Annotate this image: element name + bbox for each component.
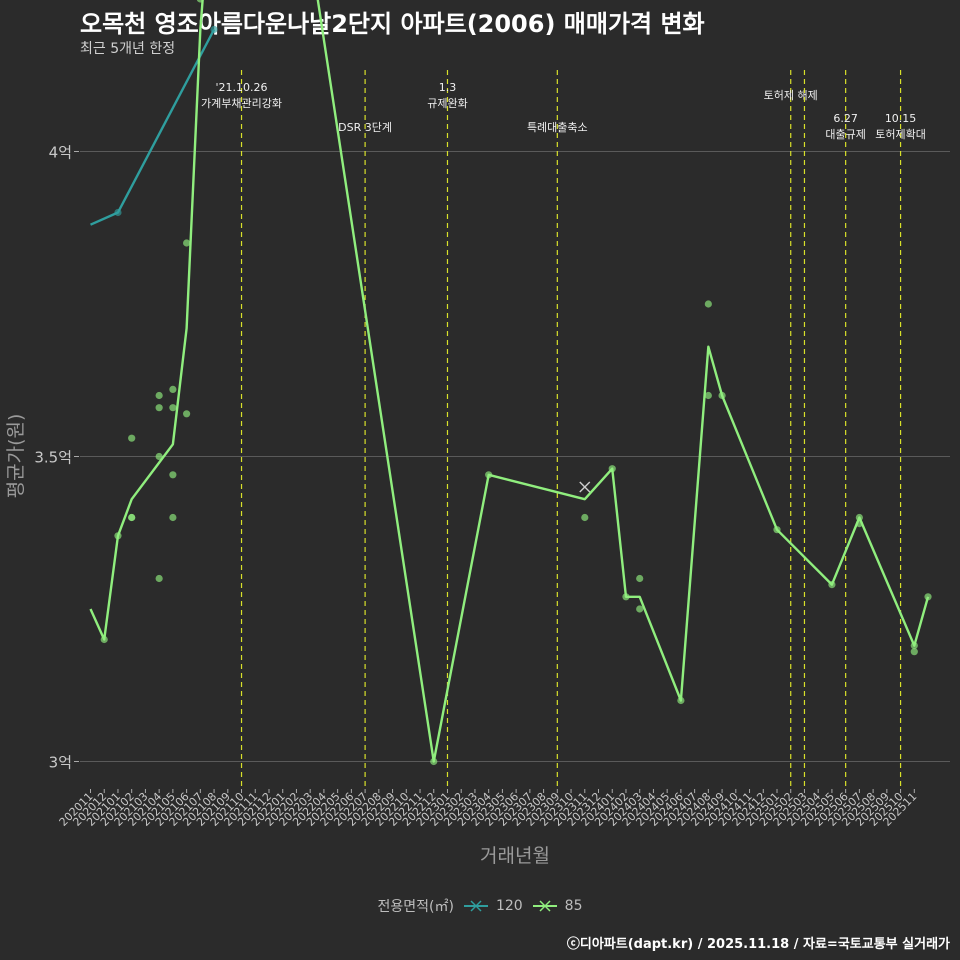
point-85 [155,404,163,412]
point-85 [155,452,163,461]
point-85 [183,410,191,418]
legend-title: 전용면적(㎡) [377,899,454,915]
data-points [100,0,932,766]
point-85 [155,574,163,583]
point-85 [622,593,630,601]
chart-title: 오목천 영조아름다운나날2단지 아파트(2006) 매매가격 변화 [80,10,705,38]
legend-key-120-icon [463,900,488,912]
point-85 [855,513,863,522]
legend-item-120: 120 [462,898,523,914]
series-line-85 [89,0,930,763]
point-85 [114,532,122,540]
event-label: 특례대출축소 [527,121,588,134]
point-85 [169,471,177,479]
point-85 [128,513,136,522]
event-label: DSR 3단계 [338,121,392,134]
point-85 [704,391,712,400]
cross-point-85 [579,481,591,493]
event-label: '21.10.26 [216,81,268,94]
y-tick-label: 3.5억 [34,449,72,467]
event-label: 토허제 해제 [764,88,818,102]
grid-lines [80,151,950,762]
point-85 [924,593,932,601]
point-85 [485,471,493,479]
source-caption: ⓒ디아파트(dapt.kr) / 2025.11.18 / 자료=국토교통부 실… [566,937,950,952]
y-axis: 3억3.5억4억4.5억5억 [34,144,79,772]
legend-key-85-icon [532,900,557,912]
point-85 [910,648,918,656]
event-label: 대출규제 [825,128,865,141]
point-85 [855,520,863,528]
point-85 [169,385,177,393]
point-85 [910,642,918,650]
event-label: 가계부채관리강화 [201,97,282,110]
event-label: 6.27 [833,112,858,125]
event-label: 10.15 [885,112,917,125]
point-85 [430,757,438,766]
event-label: 규제완화 [427,97,467,110]
point-85 [100,635,108,644]
point-85 [196,0,204,3]
point-85 [183,239,191,247]
point-85 [608,465,616,473]
point-85 [169,404,177,412]
point-85 [828,581,836,589]
point-120 [114,208,122,217]
point-85 [169,513,177,522]
point-85 [704,300,712,308]
y-axis-title: 평균가(원) [5,414,27,499]
point-85 [636,574,644,583]
point-85 [718,391,726,400]
point-85 [677,696,685,705]
legend-label-85: 85 [564,898,583,914]
x-axis: 2020112020122021012021022021032021042021… [57,789,919,829]
point-85 [636,605,644,613]
legend-label-120: 120 [495,898,523,914]
x-axis-title: 거래년월 [480,845,550,867]
legend-item-85: 85 [531,898,583,914]
point-120 [210,25,218,34]
event-label: 토허제확대 [875,128,926,141]
y-tick-label: 3억 [49,754,72,772]
y-tick-label: 4억 [49,144,72,162]
point-85 [773,526,781,534]
series-lines [89,0,930,763]
point-85 [155,391,163,400]
legend: 전용면적(㎡) 120 85 [0,896,960,916]
point-85 [581,513,589,522]
chart-subtitle: 최근 5개년 한정 [80,41,176,57]
point-85 [128,434,136,442]
event-label: 1.3 [439,81,457,94]
